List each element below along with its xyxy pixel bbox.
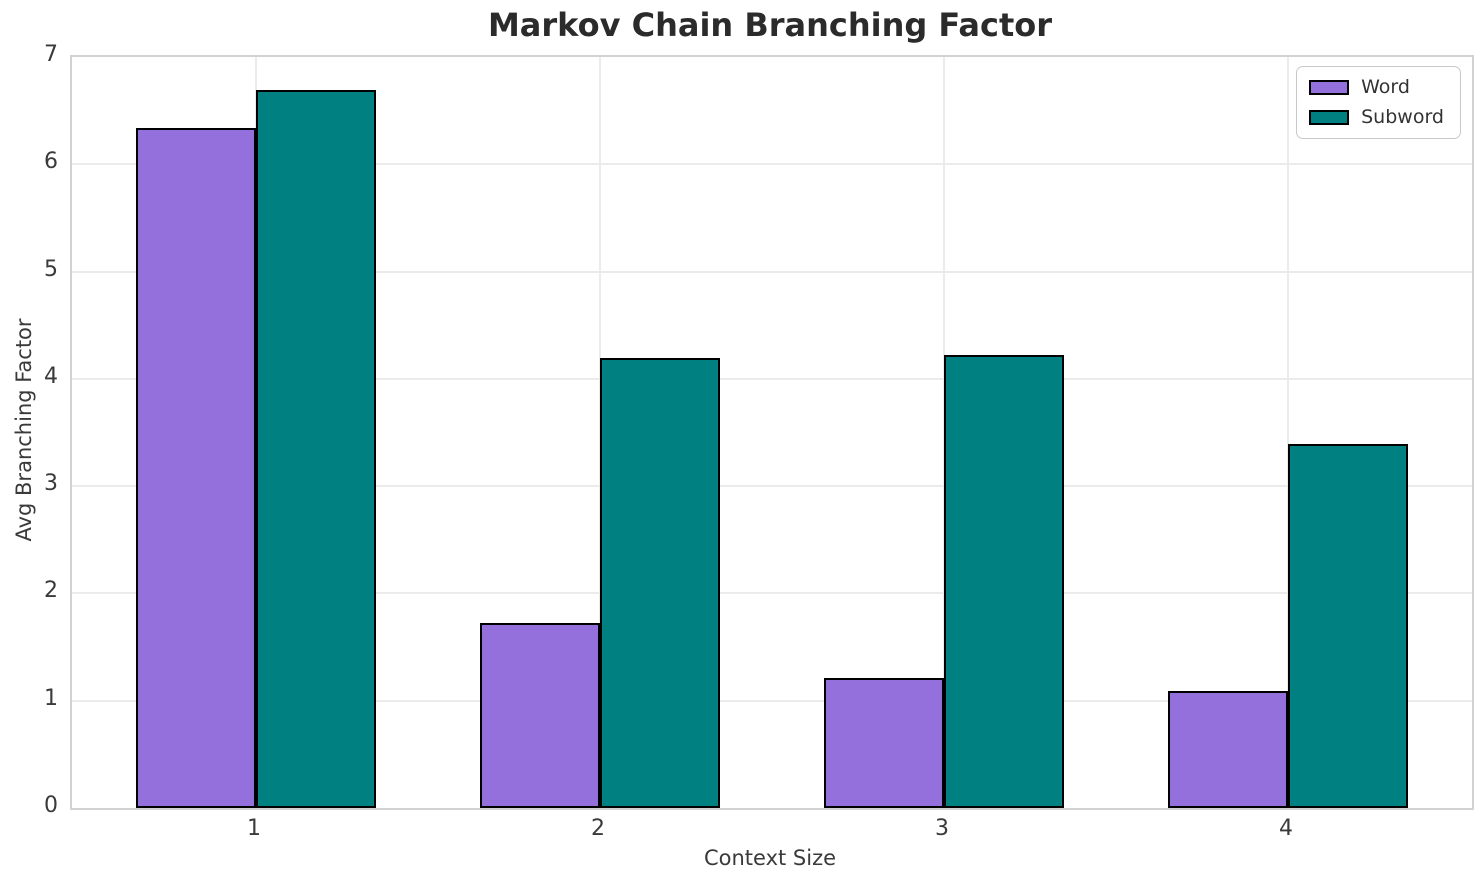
x-tick-label: 4 [1278,816,1293,841]
y-tick-label: 4 [44,363,58,389]
y-tick-label: 1 [44,685,58,711]
x-axis-label: Context Size [703,846,837,870]
gridline-horizontal [72,592,1472,595]
gridline-horizontal [72,377,1472,380]
x-tick-label: 2 [591,816,605,841]
bar-subword-4 [1287,444,1409,808]
y-tick-label: 0 [44,793,58,818]
y-tick-label: 2 [44,578,58,604]
bar-subword-1 [256,90,377,808]
bar-word-4 [1167,691,1288,808]
y-tick-label: 3 [44,471,58,497]
gridline-horizontal [72,699,1472,702]
y-tick-label: 6 [44,149,58,175]
gridline-vertical [1286,57,1289,808]
bar-word-3 [823,678,944,808]
gridline-horizontal [72,485,1472,488]
legend-label-word: Word [1361,76,1410,98]
legend-entry-word: Word [1309,77,1444,98]
legend-entry-subword: Subword [1309,105,1444,128]
bar-word-2 [479,623,600,808]
gridline-horizontal [72,163,1472,166]
legend: Word Subword [1296,66,1461,139]
y-tick-label: 7 [44,42,58,67]
bar-subword-2 [600,358,721,808]
gridline-horizontal [72,270,1472,273]
legend-label-subword: Subword [1361,105,1444,128]
x-tick-label: 3 [934,816,949,841]
bar-subword-3 [943,355,1065,808]
bar-word-1 [135,127,257,808]
y-axis-label: Avg Branching Factor [12,318,36,542]
chart-title: Markov Chain Branching Factor [487,6,1053,44]
subword-swatch-icon [1309,109,1350,125]
word-swatch-icon [1309,79,1350,95]
plot-area: Word Subword [70,55,1474,810]
x-tick-label: 1 [247,816,262,841]
y-tick-label: 5 [44,256,58,282]
